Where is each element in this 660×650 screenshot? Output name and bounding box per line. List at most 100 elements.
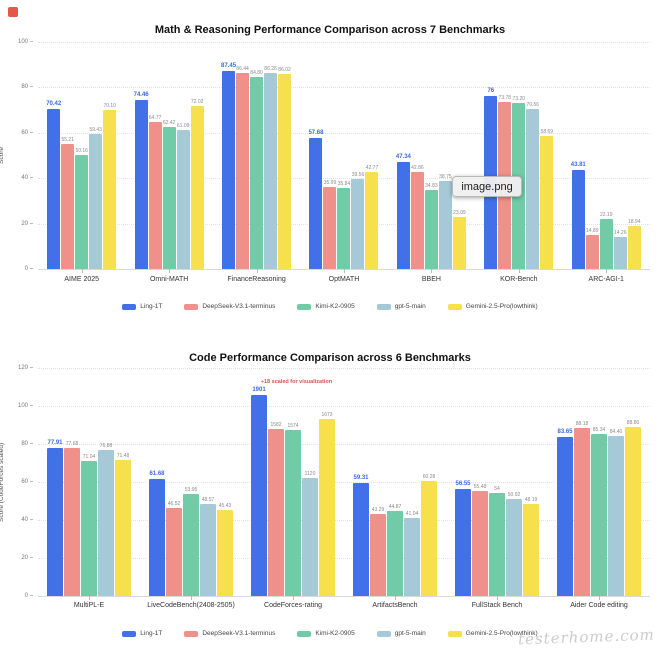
bar: 58.69 xyxy=(540,129,554,269)
bar-rect xyxy=(323,187,337,269)
bar-rect xyxy=(236,72,250,269)
bar-group: 57.68 35.99 35.84 39.56 42.77 xyxy=(300,42,387,273)
bar: 84.40 xyxy=(608,429,624,596)
bar-rect xyxy=(222,70,236,269)
bar: 88.18 xyxy=(574,421,590,596)
bar-rect xyxy=(148,121,162,269)
bar: 64.77 xyxy=(148,115,162,269)
grid-line xyxy=(38,42,650,43)
bar-value-label: 14.26 xyxy=(613,229,627,236)
bar-value-label: 74.46 xyxy=(133,91,149,98)
legend-item: gpt-5-main xyxy=(376,630,426,637)
bar: 70.56 xyxy=(526,102,540,269)
category-label: BBEH xyxy=(421,276,441,283)
legend-label: Ling-1T xyxy=(140,303,163,310)
bar: 42.86 xyxy=(410,165,424,269)
x-tick xyxy=(169,269,171,273)
bar-groups: 77.91 77.68 71.04 76.88 71.48 61.68 46.52 53.95… xyxy=(38,368,650,600)
bar-value-label: 46.52 xyxy=(167,500,181,507)
bar-value-label: 35.84 xyxy=(337,180,351,187)
bar: 86.44 xyxy=(236,66,250,269)
x-tick xyxy=(431,269,433,273)
bar-value-label: 73.78 xyxy=(498,94,512,101)
grid-line xyxy=(38,178,650,180)
category-label: Omni-MATH xyxy=(149,276,189,283)
bar: 85.34 xyxy=(591,427,607,596)
bar-value-label: 44.87 xyxy=(388,503,402,510)
bar-value-label: 70.56 xyxy=(526,101,540,108)
legend-swatch-icon xyxy=(447,303,462,310)
y-tick-label: 60 xyxy=(21,479,38,485)
bar-rect xyxy=(264,73,278,269)
bar-rect xyxy=(268,429,284,596)
bar-rect xyxy=(396,161,410,269)
legend-item: DeepSeek-V3.1-terminus xyxy=(184,303,275,310)
bar-rect xyxy=(404,518,420,596)
bar-rect xyxy=(613,236,627,269)
bar-value-label: 61.68 xyxy=(149,470,165,477)
bar: 71.48 xyxy=(115,453,131,596)
bar-value-label: 34.83 xyxy=(425,182,438,189)
x-tick xyxy=(497,596,498,600)
bar: 61.68 xyxy=(149,471,165,596)
bar-groups: 70.42 55.21 50.16 59.43 70.10 74.46 64.77 62.42… xyxy=(38,42,650,273)
bar: 1673 xyxy=(319,412,335,596)
bar: 72.02 xyxy=(190,99,204,269)
bar: 59.31 xyxy=(353,475,369,596)
bar-group: 74.46 64.77 62.42 61.09 72.02 xyxy=(125,42,212,273)
bar-value-label: 48.19 xyxy=(524,497,538,504)
bar-group: 61.68 46.52 53.95 48.57 45.43 xyxy=(140,368,242,600)
bar-value-label: 1673 xyxy=(321,412,333,419)
bar-rect xyxy=(438,181,452,269)
bar: 70.10 xyxy=(103,103,117,269)
bar-value-label: 70.10 xyxy=(103,102,116,109)
bar-group: 1901 1582 1574 1120 1673 xyxy=(242,368,344,600)
bar-rect xyxy=(489,493,505,596)
legend-label: gpt-5-main xyxy=(394,630,426,637)
bar-value-label: 84.80 xyxy=(250,69,263,76)
bar: 86.02 xyxy=(278,67,292,269)
bar: 23.09 xyxy=(452,210,466,269)
bar-value-label: 85.34 xyxy=(592,426,606,433)
bar-value-label: 71.48 xyxy=(116,453,130,460)
bar-rect xyxy=(410,171,424,269)
x-tick xyxy=(395,596,396,600)
bar: 41.04 xyxy=(404,511,420,596)
bar-rect xyxy=(625,427,641,596)
plot-area: 0 20 40 60 80 100 70.42 55.21 50.16 59.43 70.10 74.… xyxy=(18,39,650,273)
bar-value-label: 54 xyxy=(494,486,500,493)
bar-value-label: 84.40 xyxy=(609,428,623,435)
bar-value-label: 1901 xyxy=(252,387,266,394)
bar-rect xyxy=(540,135,554,269)
bar-group: 47.34 42.86 34.83 38.75 23.09 xyxy=(388,42,475,273)
bar-value-label: 77.91 xyxy=(47,439,63,446)
bar-rect xyxy=(89,134,103,269)
bar-value-label: 57.68 xyxy=(308,130,324,137)
bar-value-label: 60.28 xyxy=(422,474,436,481)
legend-item: Kimi-K2-0905 xyxy=(297,630,355,637)
bar-rect xyxy=(64,448,80,596)
bar-rect xyxy=(424,189,438,269)
bar: 74.46 xyxy=(134,92,149,269)
grid-line xyxy=(38,405,650,407)
bar: 43.29 xyxy=(370,507,386,596)
bar-rect xyxy=(162,127,176,269)
bar: 35.84 xyxy=(337,181,351,269)
bar-rect xyxy=(557,437,573,596)
bar: 62.42 xyxy=(162,120,176,269)
bar: 87.45 xyxy=(221,63,236,269)
bar-rect xyxy=(599,218,613,269)
bar-value-label: 39.56 xyxy=(351,172,365,179)
bar: 48.19 xyxy=(523,497,539,596)
legend-label: Gemini-2.5-Pro(lowthink) xyxy=(465,630,538,637)
bar-value-label: 56.55 xyxy=(455,480,471,487)
bar-rect xyxy=(370,513,386,596)
bar-value-label: 41.04 xyxy=(405,511,419,518)
bar: 55.21 xyxy=(61,137,75,269)
legend-label: DeepSeek-V3.1-terminus xyxy=(202,303,276,310)
bar-rect xyxy=(627,226,641,269)
category-label: LiveCodeBench(2408-2505) xyxy=(147,602,235,609)
bar-value-label: 42.77 xyxy=(365,164,379,171)
legend-label: Ling-1T xyxy=(140,630,163,637)
